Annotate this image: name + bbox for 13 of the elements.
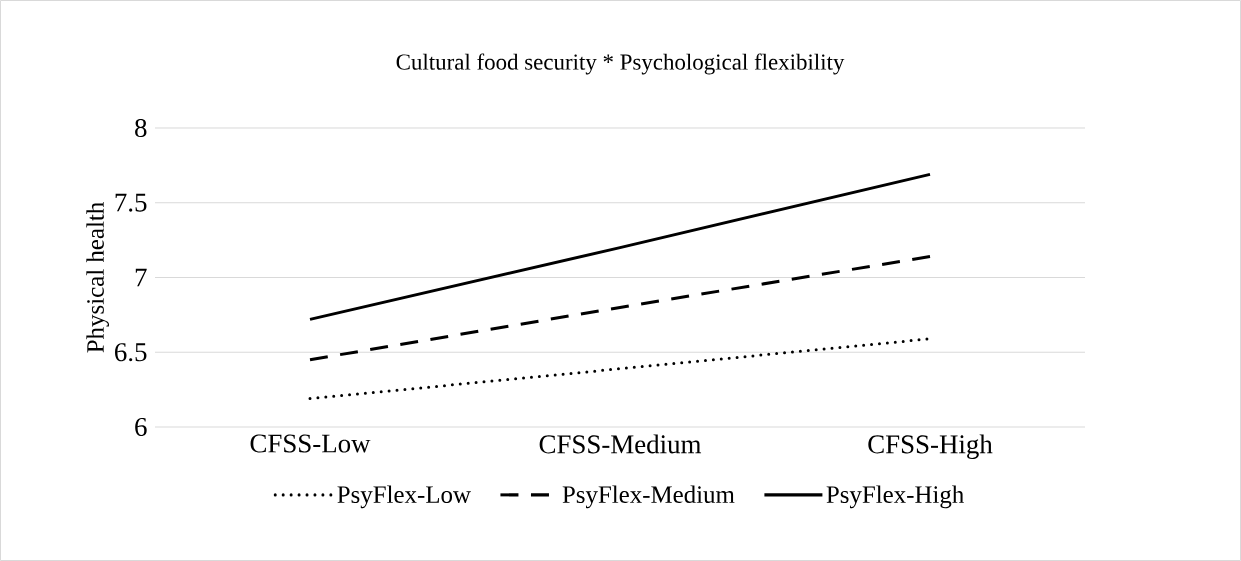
y-tick-label: 7 [135,268,147,287]
y-axis-title: Physical health [86,202,110,353]
x-tick-label: CFSS-High [868,434,993,459]
legend-label: PsyFlex-High [826,485,964,509]
y-tick-label: 8 [135,118,147,138]
y-tick-label: 6 [135,417,147,437]
x-tick-label: CFSS-Medium [539,434,702,454]
y-tick-label: 6.5 [115,343,147,362]
legend-label: PsyFlex-Low [337,485,471,509]
chart-title: Cultural food security * Psychological flexibility [396,53,845,75]
y-tick-label: 7.5 [115,193,147,212]
legend-label: PsyFlex-Medium [562,485,735,509]
x-tick-label: CFSS-Low [250,434,371,453]
